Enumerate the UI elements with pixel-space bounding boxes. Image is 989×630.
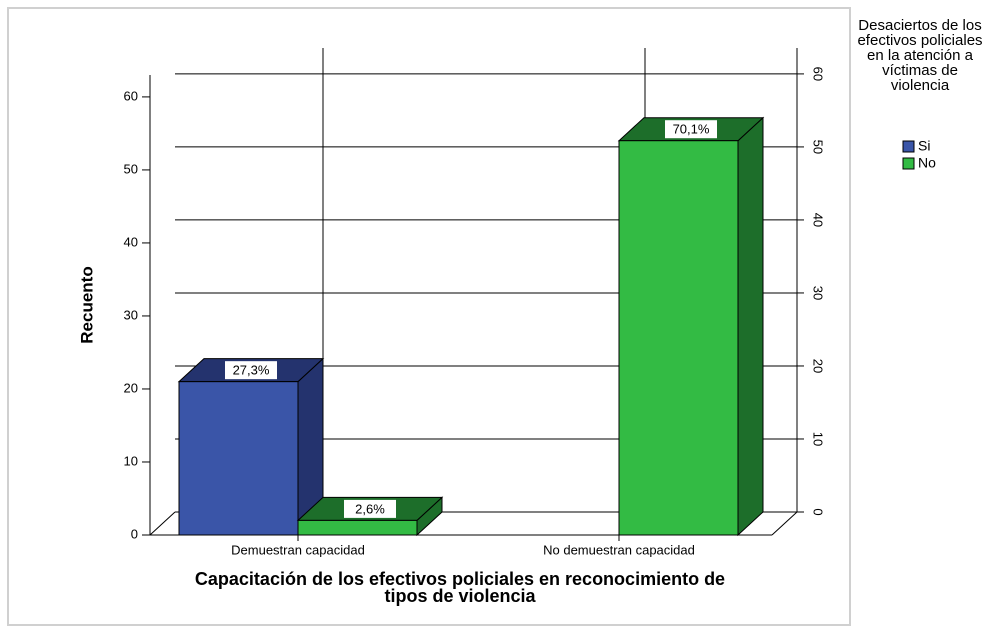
bar xyxy=(297,519,418,536)
back-tick-label: 10 xyxy=(811,432,826,446)
value-label-box xyxy=(665,120,717,139)
y-tick-label: 10 xyxy=(124,453,138,468)
x-axis-title: Capacitación de los efectivos policiales… xyxy=(194,569,726,606)
y-tick-label: 40 xyxy=(124,234,138,249)
bar xyxy=(618,140,739,536)
value-label-box xyxy=(344,499,396,518)
back-tick-label: 20 xyxy=(811,359,826,373)
floor-edge xyxy=(771,511,798,536)
back-tick-label: 50 xyxy=(811,140,826,154)
y-tick-label: 20 xyxy=(124,380,138,395)
legend-label: Si xyxy=(918,138,930,154)
value-label: 2,6% xyxy=(355,501,385,516)
legend-label: No xyxy=(918,155,936,171)
back-tick-label: 30 xyxy=(811,286,826,300)
back-tick-label: 0 xyxy=(811,508,826,515)
y-tick-label: 60 xyxy=(124,88,138,103)
y-axis-title: Recuento xyxy=(77,266,96,343)
floor-edge xyxy=(149,511,176,536)
y-tick-label: 30 xyxy=(124,307,138,322)
value-label: 70,1% xyxy=(673,122,710,137)
bar xyxy=(178,381,299,536)
legend-swatch xyxy=(902,157,915,170)
back-tick-label: 60 xyxy=(811,67,826,81)
bar-side xyxy=(737,116,764,537)
x-tick-label: Demuestran capacidad xyxy=(231,542,365,557)
x-tick-label: No demuestran capacidad xyxy=(543,542,695,557)
legend-title: Desaciertos de los efectivos policiales … xyxy=(857,17,983,94)
legend-swatch xyxy=(902,140,915,153)
value-label-box xyxy=(225,361,277,380)
value-label: 27,3% xyxy=(233,363,270,378)
y-tick-label: 0 xyxy=(131,526,138,541)
y-tick-label: 50 xyxy=(124,161,138,176)
back-tick-label: 40 xyxy=(811,213,826,227)
